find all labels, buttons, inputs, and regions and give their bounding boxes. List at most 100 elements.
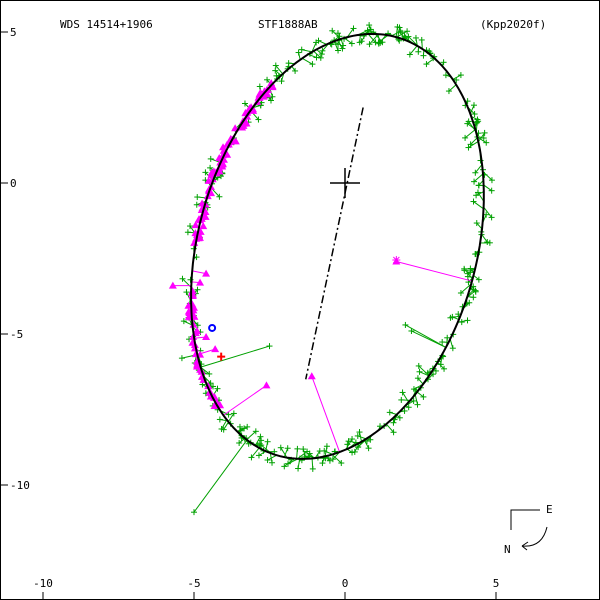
header-left: WDS 14514+1906 [60,18,153,31]
observation-point [416,368,423,375]
observation-point [193,201,200,208]
speckle-point [202,333,211,341]
observation-point [472,287,479,294]
observation-point [317,54,324,61]
observation-point [318,51,325,58]
outlier-residual [200,345,270,368]
x-tick-label: 0 [342,577,349,590]
residual-line [346,28,354,38]
observation-point [410,386,417,393]
observation-point [420,393,427,400]
residual-line [418,365,430,377]
observation-point [350,25,357,32]
speckle-point [307,372,316,380]
observation-point [475,276,482,283]
residual-line [283,448,289,458]
observation-point [475,182,482,189]
observation-point [319,460,326,467]
observation-point [202,169,209,176]
speckle-point [211,345,220,353]
residual-line [267,454,278,461]
observation-point [323,443,330,450]
observation-point [309,61,316,68]
residual-line [480,233,488,243]
speckle-point [193,326,202,334]
observation-point [194,286,201,293]
observation-point [483,139,490,146]
residual-line [275,65,284,75]
observation-point [295,465,302,472]
observation-point [255,116,262,123]
compass-axes [510,509,540,530]
line-of-nodes [305,107,364,380]
observation-point [398,396,405,403]
observation-point [481,129,488,136]
speckle-point [219,143,228,151]
observation-point [278,78,285,85]
residual-line [460,283,472,294]
observation-point [272,62,279,69]
residual-line [307,53,317,58]
outlier-residual [411,330,447,348]
observation-point [486,239,493,246]
residual-line [469,104,475,115]
residual-line [464,129,476,139]
speckle-point [223,150,232,158]
observation-point [470,198,477,205]
speckle-point [168,281,177,289]
observation-point [194,194,201,201]
observation-point [377,39,384,46]
residual-line [452,74,462,80]
speckle-point [242,119,251,127]
observation-point [414,401,421,408]
observation-point [351,448,358,455]
residual-line [297,451,308,460]
observation-point [394,23,401,30]
observation-point [339,45,346,52]
compass-arrow-icon [521,526,548,547]
residual-line [367,33,376,43]
header-right: (Kpp2020f) [480,18,546,31]
observation-point [375,40,382,47]
observation-point [444,334,451,341]
observation-point [366,22,373,29]
observation-point [465,118,472,125]
observation-point [230,410,237,417]
observation-point [366,41,373,48]
observation-point [475,118,482,125]
observation-point [405,33,412,40]
y-tick-label: 0 [10,177,17,190]
primary-star-marker [330,168,360,198]
residual-line [402,392,410,403]
observation-point [309,465,316,472]
residual-line [483,206,493,218]
observation-point [439,339,446,346]
compass-north-label: N [504,543,511,556]
residual-line [419,371,430,377]
residual-line [237,426,248,433]
residual-line [251,447,260,458]
residual-line [221,419,228,430]
observation-points [178,22,495,516]
speckle-points [168,79,473,453]
observation-point [471,102,478,109]
residual-line [200,366,210,375]
observation-point [284,445,291,452]
observation-point [473,192,480,199]
residual-line [473,201,484,210]
speckle-point [231,137,240,145]
residual-line [483,184,492,192]
observation-point [354,444,361,451]
observation-point [206,370,213,377]
observation-point [300,446,307,453]
observation-point [216,193,223,200]
observation-point [358,38,365,45]
red-marker [217,352,226,361]
residual-line [448,84,457,92]
residual-line [477,136,487,144]
residual-line [468,141,479,148]
orbit-ellipse [190,32,485,460]
speckle-point [208,175,217,183]
observation-point [397,28,404,35]
observation-point [390,419,397,426]
